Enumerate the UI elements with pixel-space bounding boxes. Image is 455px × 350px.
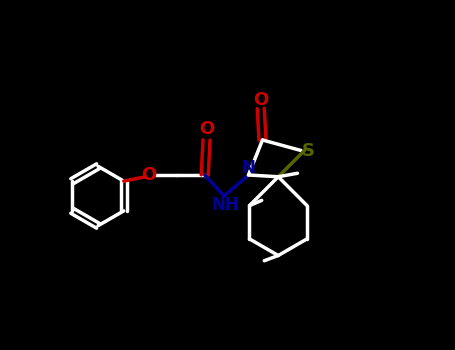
Text: NH: NH [212, 196, 240, 214]
Text: N: N [242, 159, 255, 177]
Text: S: S [302, 141, 315, 160]
Text: O: O [253, 91, 268, 109]
Text: O: O [199, 120, 214, 139]
Text: O: O [141, 166, 157, 184]
